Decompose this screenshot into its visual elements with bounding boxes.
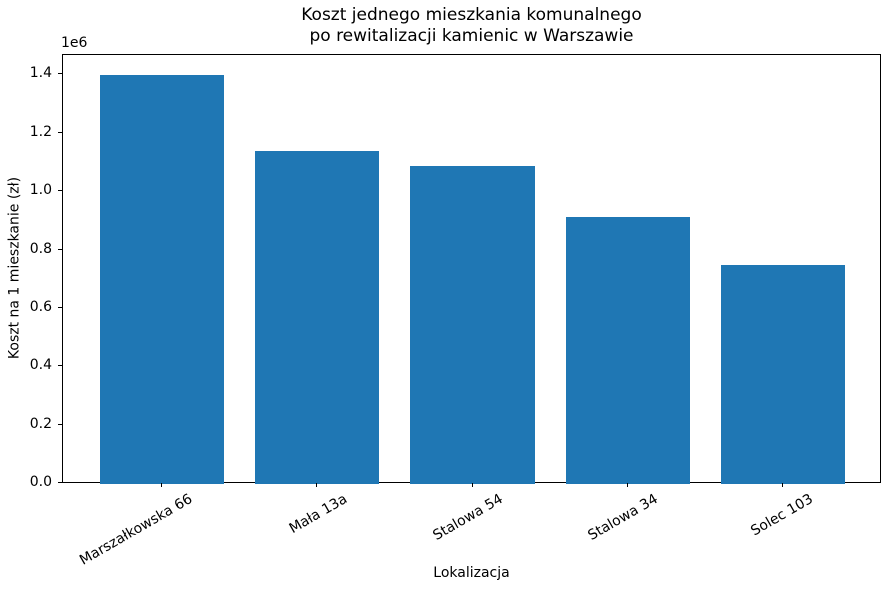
chart-title-line1: Koszt jednego mieszkania komunalnego — [301, 5, 642, 25]
y-tick-label-2: 0.4 — [29, 357, 52, 374]
bar-0 — [100, 75, 225, 484]
x-tick-mark — [471, 483, 473, 487]
y-tick-mark — [58, 423, 62, 425]
x-tick-mark — [781, 483, 783, 487]
bar-3 — [565, 216, 690, 484]
chart-title: Koszt jednego mieszkania komunalnego po … — [62, 5, 881, 47]
x-tick-label-0: Marszałkowska 66 — [77, 491, 196, 569]
y-tick-label-6: 1.2 — [29, 123, 52, 140]
x-tick-label-4: Solec 103 — [748, 491, 816, 540]
bar-4 — [720, 265, 845, 484]
y-tick-label-1: 0.2 — [29, 415, 52, 432]
y-axis-label: Koszt na 1 mieszkanie (zł) — [6, 176, 23, 360]
y-tick-label-0: 0.0 — [29, 474, 52, 490]
x-tick-label-1: Mała 13a — [286, 491, 351, 537]
plot-area — [62, 54, 881, 484]
y-tick-mark — [58, 365, 62, 367]
y-tick-mark — [58, 73, 62, 75]
y-tick-label-5: 1.0 — [29, 182, 52, 199]
y-axis-offset-label: 1e6 — [61, 35, 88, 51]
x-tick-label-3: Stalowa 34 — [585, 491, 661, 544]
bar-1 — [255, 151, 380, 484]
x-tick-mark — [626, 483, 628, 487]
x-tick-label-2: Stalowa 54 — [430, 491, 506, 544]
y-tick-label-3: 0.6 — [29, 298, 52, 315]
x-tick-mark — [161, 483, 163, 487]
chart-title-line2: po rewitalizacji kamienic w Warszawie — [309, 26, 634, 46]
y-tick-mark — [58, 248, 62, 250]
bar-2 — [410, 165, 535, 484]
x-tick-mark — [316, 483, 318, 487]
y-tick-mark — [58, 190, 62, 192]
y-tick-mark — [58, 131, 62, 133]
y-tick-label-7: 1.4 — [29, 65, 52, 82]
y-tick-label-4: 0.8 — [29, 240, 52, 257]
y-tick-mark — [58, 306, 62, 308]
x-axis-label: Lokalizacja — [433, 565, 510, 581]
y-tick-mark — [58, 482, 62, 483]
